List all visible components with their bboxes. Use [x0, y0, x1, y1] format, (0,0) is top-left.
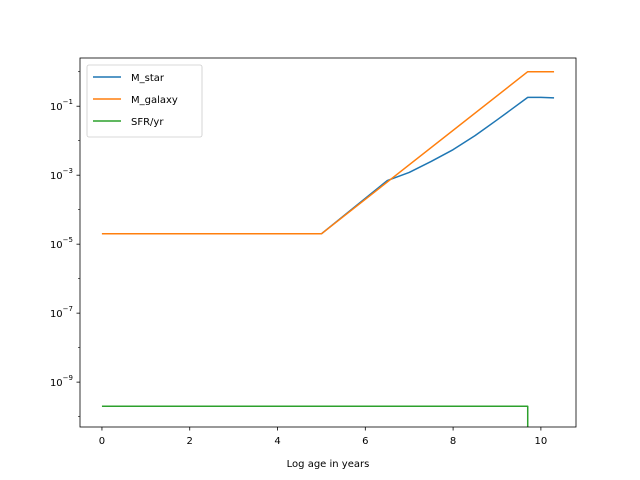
x-axis-label: Log age in years: [287, 459, 370, 470]
x-tick-label: 4: [274, 436, 280, 447]
y-tick-label: 10−3: [50, 167, 73, 182]
legend-label-m-star: M_star: [131, 73, 165, 84]
x-tick-label: 2: [187, 436, 193, 447]
legend-box: [86, 64, 203, 138]
x-tick-label: 10: [535, 436, 548, 447]
legend-label-sfr-yr: SFR/yr: [131, 117, 164, 128]
series-line-m-galaxy: [101, 70, 555, 235]
y-tick-label: 10−1: [50, 98, 73, 113]
legend-label-m-galaxy: M_galaxy: [131, 95, 178, 106]
x-tick-label: 0: [99, 436, 105, 447]
x-tick-label: 6: [362, 436, 368, 447]
y-tick-label: 10−5: [50, 236, 73, 251]
series-line-sfr-yr: [101, 405, 529, 427]
series-line-m-star: [101, 96, 555, 235]
legend: M_star M_galaxy SFR/yr: [86, 64, 203, 138]
x-tick-label: 8: [450, 436, 456, 447]
y-tick-label: 10−9: [50, 374, 73, 389]
y-tick-label: 10−7: [50, 305, 73, 320]
plot-frame: [79, 57, 577, 428]
